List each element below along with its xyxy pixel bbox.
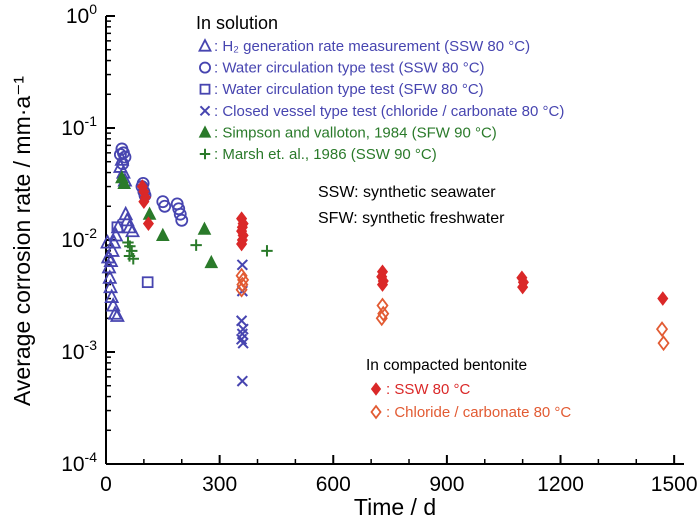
x-axis-label: Time / d xyxy=(353,494,437,520)
legend-item-h2-generation: : H₂ generation rate measurement (SSW 80… xyxy=(198,38,530,55)
legend-item-label: : Water circulation type test (SSW 80 °C… xyxy=(214,60,485,77)
x-tick-label: 1500 xyxy=(651,473,698,496)
series-bentonite-ssw xyxy=(136,179,669,306)
y-axis-label: Average corrosion rate / mm·a⁻¹ xyxy=(9,76,35,406)
series-marsh xyxy=(122,236,273,265)
y-tick-label: 10-2 xyxy=(61,225,97,252)
y-tick-label: 10-3 xyxy=(61,337,97,364)
series-water-circulation-sfw xyxy=(111,221,154,289)
legend-item-label: : Marsh et. al., 1986 (SSW 90 °C) xyxy=(214,146,437,163)
series-bentonite-chloride-carbonate xyxy=(235,267,670,352)
x-tick-label: 1200 xyxy=(537,473,584,496)
legend-item-marsh: : Marsh et. al., 1986 (SSW 90 °C) xyxy=(199,146,437,163)
y-tick-label: 10-1 xyxy=(61,113,97,140)
legend-bentonite: In compacted bentonite : SSW 80 °C : Chlor… xyxy=(366,357,571,421)
legend-item-label: : Simpson and valloton, 1984 (SFW 90 °C) xyxy=(214,124,497,141)
y-tick-label: 100 xyxy=(66,1,97,28)
legend-item-simpson-valloton: : Simpson and valloton, 1984 (SFW 90 °C) xyxy=(198,124,497,141)
legend-item-water-circulation-sfw: : Water circulation type test (SFW 80 °C… xyxy=(199,81,484,98)
legend-item-label: : Chloride / carbonate 80 °C xyxy=(386,404,571,421)
sfw-annotation: SFW: synthetic freshwater xyxy=(318,210,505,227)
legend-item-closed-vessel: : Closed vessel type test (chloride / ca… xyxy=(199,103,564,120)
y-tick-label: 10-4 xyxy=(61,449,97,476)
legend-item-label: : SSW 80 °C xyxy=(386,381,471,398)
x-tick-label: 300 xyxy=(202,473,237,496)
legend-solution: In solution : H₂ generation rate measurem… xyxy=(196,13,564,163)
ssw-annotation: SSW: synthetic seawater xyxy=(318,184,496,201)
series-simpson-valloton xyxy=(115,170,219,269)
legend-item-label: : H₂ generation rate measurement (SSW 80… xyxy=(214,38,530,55)
legend-item-water-circulation-ssw: : Water circulation type test (SSW 80 °C… xyxy=(199,60,485,77)
legend-item-bentonite-chloride-carbonate: : Chloride / carbonate 80 °C xyxy=(370,404,571,421)
x-tick-label: 900 xyxy=(429,473,464,496)
x-tick-label: 600 xyxy=(316,473,351,496)
legend-item-label: : Water circulation type test (SFW 80 °C… xyxy=(214,81,484,98)
x-tick-label: 0 xyxy=(100,473,112,496)
legend-solution-title: In solution xyxy=(196,13,278,33)
legend-bentonite-title: In compacted bentonite xyxy=(366,357,527,374)
legend-item-bentonite-ssw: : SSW 80 °C xyxy=(370,381,471,398)
legend-item-label: : Closed vessel type test (chloride / ca… xyxy=(214,103,564,120)
